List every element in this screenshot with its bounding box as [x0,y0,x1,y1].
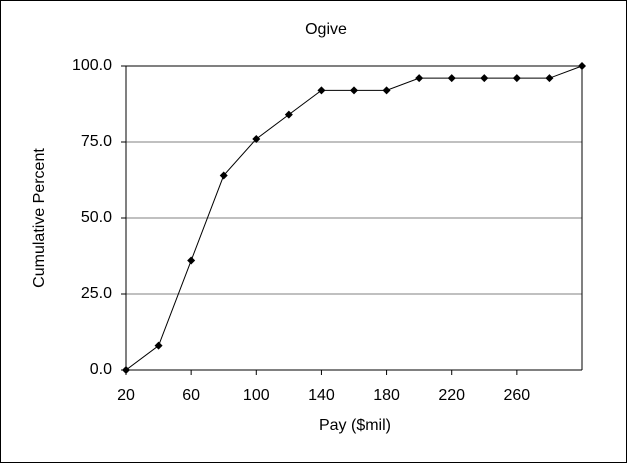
data-point [350,86,358,95]
x-tick-label: 20 [117,387,135,404]
chart-title: Ogive [305,21,347,38]
x-tick-label: 220 [438,387,465,404]
x-tick-label: 100 [243,387,270,404]
x-tick-label: 180 [373,387,400,404]
data-point [187,256,196,265]
x-tick-label: 140 [308,387,335,404]
data-point [219,171,228,180]
data-point [122,366,130,374]
data-point [480,74,489,83]
y-tick-label: 25.0 [81,285,112,302]
y-tick-label: 100.0 [72,57,112,74]
data-point [252,134,261,143]
data-point [382,86,391,95]
x-tick-label: 60 [182,387,200,404]
data-point [512,74,521,83]
data-point [415,74,424,83]
y-tick-label: 50.0 [81,209,112,226]
data-point [154,341,163,350]
y-tick-label: 0.0 [90,361,112,378]
y-axis-label: Cumulative Percent [31,148,48,288]
data-point [447,74,456,83]
data-point [545,74,554,83]
x-tick-label: 260 [504,387,531,404]
data-point [317,86,326,95]
y-tick-label: 75.0 [81,133,112,150]
x-axis-label: Pay ($mil) [319,417,391,434]
data-point [284,110,293,119]
data-point [578,62,586,70]
